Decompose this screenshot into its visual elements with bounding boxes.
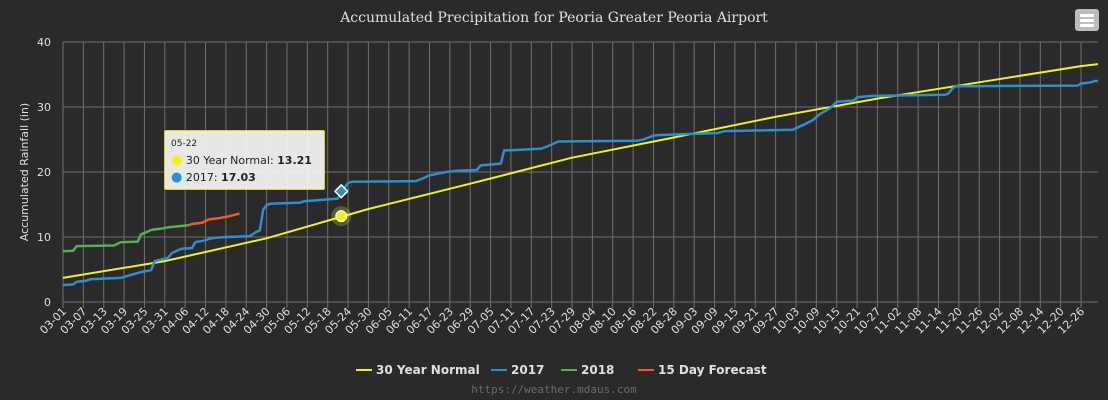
hover-marker-2017	[333, 183, 349, 199]
legend-item-label[interactable]: 2018	[581, 363, 614, 377]
tooltip-series-name: 30 Year Normal	[185, 154, 270, 167]
menu-icon	[1080, 14, 1094, 17]
legend-item-label[interactable]: 30 Year Normal	[376, 363, 480, 377]
tooltip-row-normal: ● 30 Year Normal: 13.21	[171, 153, 312, 168]
y-tick-label: 40	[37, 36, 51, 49]
y-axis-title: Accumulated Rainfall (in)	[18, 103, 31, 241]
plot-area	[62, 63, 1099, 287]
series-dot-icon: ●	[171, 170, 183, 185]
series-line-2018[interactable]	[62, 224, 189, 253]
tooltip: 05-22 ● 30 Year Normal: 13.21 ● 2017: 17…	[164, 130, 325, 190]
chart-title: Accumulated Precipitation for Peoria Gre…	[339, 10, 768, 26]
tooltip-series-value: 13.21	[277, 154, 312, 167]
y-tick-label: 10	[37, 231, 51, 244]
legend[interactable]: 30 Year Normal 2017 2018 15 Day Forecast	[356, 363, 767, 377]
credit-link[interactable]: https://weather.mdaus.com	[471, 383, 637, 396]
series-line-30-year-normal[interactable]	[62, 63, 1099, 279]
series-dot-icon: ●	[171, 153, 183, 168]
tooltip-date: 05-22	[171, 139, 198, 149]
y-axis-ticks: 0 10 20 30 40	[37, 36, 51, 309]
hover-marker-normal	[335, 210, 348, 223]
x-axis-ticks: 03-0103-0703-1303-1903-2503-3104-0604-12…	[37, 305, 1087, 337]
y-tick-label: 30	[37, 101, 51, 114]
series-line-15-day-forecast[interactable]	[188, 212, 240, 227]
context-menu-button[interactable]	[1075, 9, 1099, 31]
y-tick-label: 0	[44, 296, 51, 309]
legend-item-label[interactable]: 15 Day Forecast	[658, 363, 767, 377]
legend-item-label[interactable]: 2017	[511, 363, 544, 377]
menu-icon-bar	[1080, 24, 1094, 27]
tooltip-series-value: 17.03	[221, 171, 256, 184]
series-line-2017[interactable]	[62, 79, 1098, 287]
tooltip-row-2017: ● 2017: 17.03	[171, 170, 256, 185]
y-tick-label: 20	[37, 166, 51, 179]
menu-icon-bar	[1080, 19, 1094, 22]
tooltip-series-name: 2017	[185, 171, 214, 184]
